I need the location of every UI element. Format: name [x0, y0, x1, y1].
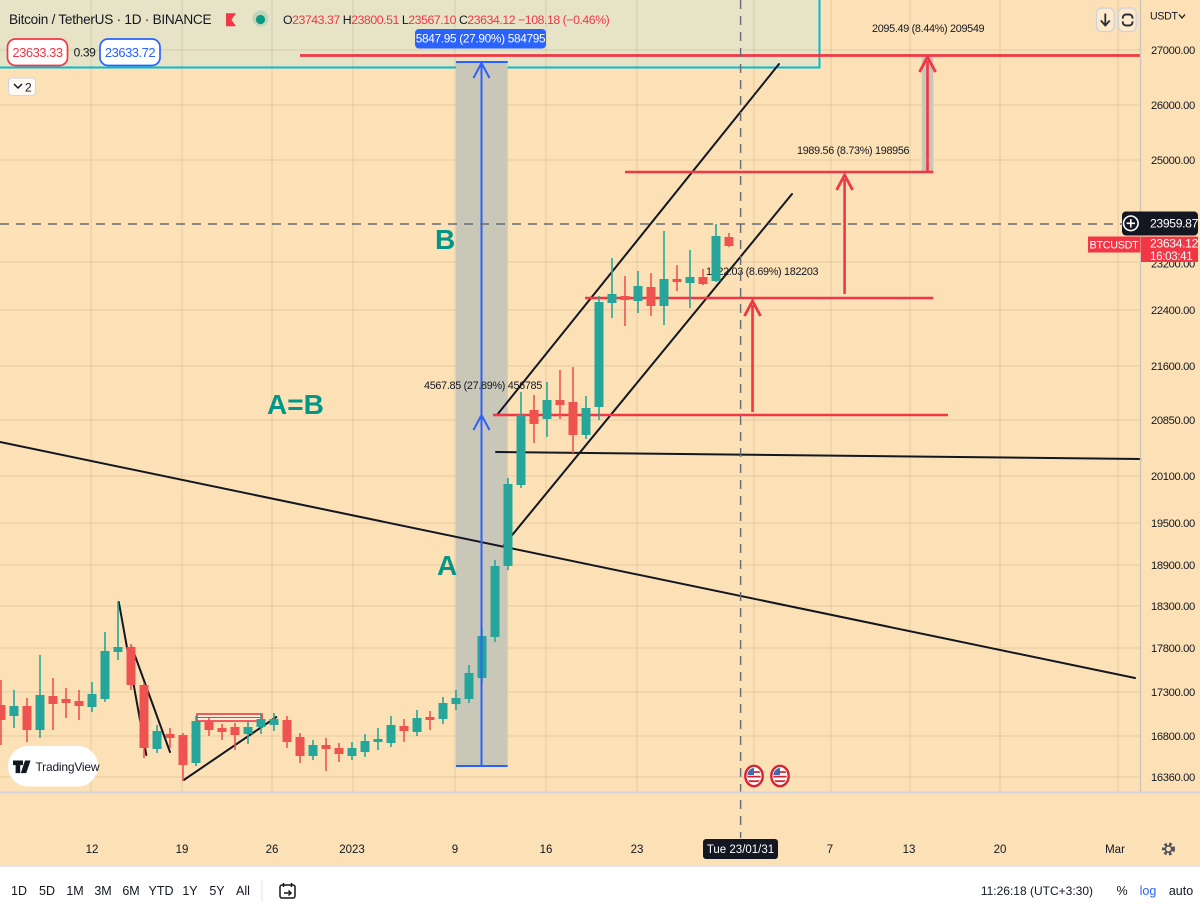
svg-text:20850.00: 20850.00 [1151, 415, 1195, 427]
svg-text:16:03:41: 16:03:41 [1150, 250, 1192, 263]
svg-text:1822.03 (8.69%) 182203: 1822.03 (8.69%) 182203 [706, 266, 819, 278]
svg-text:Mar: Mar [1105, 844, 1125, 856]
svg-text:17300.00: 17300.00 [1151, 687, 1195, 699]
svg-text:21600.00: 21600.00 [1151, 361, 1195, 373]
svg-text:1989.56 (8.73%) 198956: 1989.56 (8.73%) 198956 [797, 145, 910, 157]
svg-text:5Y: 5Y [209, 884, 225, 898]
svg-text:23634.12: 23634.12 [1150, 237, 1199, 251]
svg-text:5D: 5D [39, 884, 55, 898]
svg-text:23633.72: 23633.72 [105, 45, 155, 60]
svg-text:26000.00: 26000.00 [1151, 100, 1195, 112]
svg-text:23959.87: 23959.87 [1150, 217, 1199, 231]
svg-text:YTD: YTD [149, 884, 174, 898]
svg-text:O23743.37 H23800.51 L23567.10: O23743.37 H23800.51 L23567.10 C23634.12 … [283, 13, 610, 27]
svg-text:27000.00: 27000.00 [1151, 45, 1195, 57]
svg-text:2095.49 (8.44%) 209549: 2095.49 (8.44%) 209549 [872, 23, 985, 35]
svg-text:4567.85 (27.89%) 456785: 4567.85 (27.89%) 456785 [424, 380, 542, 392]
svg-text:B: B [435, 224, 455, 255]
svg-text:7: 7 [827, 844, 833, 856]
svg-text:1D: 1D [11, 884, 27, 898]
svg-text:Tue 23/01/31: Tue 23/01/31 [707, 844, 774, 856]
svg-text:16800.00: 16800.00 [1151, 731, 1195, 743]
svg-text:auto: auto [1169, 884, 1193, 898]
svg-text:BTCUSDT: BTCUSDT [1090, 239, 1140, 251]
svg-text:1M: 1M [66, 884, 83, 898]
svg-text:TradingView: TradingView [36, 760, 100, 774]
svg-text:2023: 2023 [339, 844, 365, 856]
svg-text:16360.00: 16360.00 [1151, 772, 1195, 784]
svg-text:18300.00: 18300.00 [1151, 601, 1195, 613]
svg-text:19: 19 [176, 844, 189, 856]
svg-text:A: A [437, 550, 457, 581]
svg-text:25000.00: 25000.00 [1151, 155, 1195, 167]
svg-text:1Y: 1Y [182, 884, 198, 898]
svg-text:%: % [1116, 884, 1127, 898]
svg-text:20: 20 [994, 844, 1007, 856]
svg-text:19500.00: 19500.00 [1151, 518, 1195, 530]
svg-text:18900.00: 18900.00 [1151, 560, 1195, 572]
svg-text:USDT: USDT [1150, 11, 1178, 23]
svg-text:All: All [236, 884, 250, 898]
svg-text:12: 12 [86, 844, 99, 856]
svg-text:20100.00: 20100.00 [1151, 471, 1195, 483]
svg-text:log: log [1140, 884, 1157, 898]
svg-text:0.39: 0.39 [74, 46, 96, 60]
svg-text:16: 16 [540, 844, 553, 856]
svg-text:17800.00: 17800.00 [1151, 643, 1195, 655]
svg-text:26: 26 [266, 844, 279, 856]
svg-text:5847.95 (27.90%) 584795: 5847.95 (27.90%) 584795 [416, 32, 546, 46]
svg-text:22400.00: 22400.00 [1151, 305, 1195, 317]
svg-text:23633.33: 23633.33 [12, 45, 62, 60]
svg-text:A=B: A=B [267, 389, 324, 420]
svg-text:2: 2 [25, 81, 32, 95]
svg-text:9: 9 [452, 844, 458, 856]
svg-text:Bitcoin / TetherUS · 1D · BINA: Bitcoin / TetherUS · 1D · BINANCE [9, 12, 211, 27]
svg-text:11:26:18 (UTC+3:30): 11:26:18 (UTC+3:30) [981, 884, 1093, 898]
svg-text:13: 13 [903, 844, 916, 856]
svg-text:23: 23 [631, 844, 644, 856]
svg-text:6M: 6M [122, 884, 139, 898]
svg-text:3M: 3M [94, 884, 111, 898]
